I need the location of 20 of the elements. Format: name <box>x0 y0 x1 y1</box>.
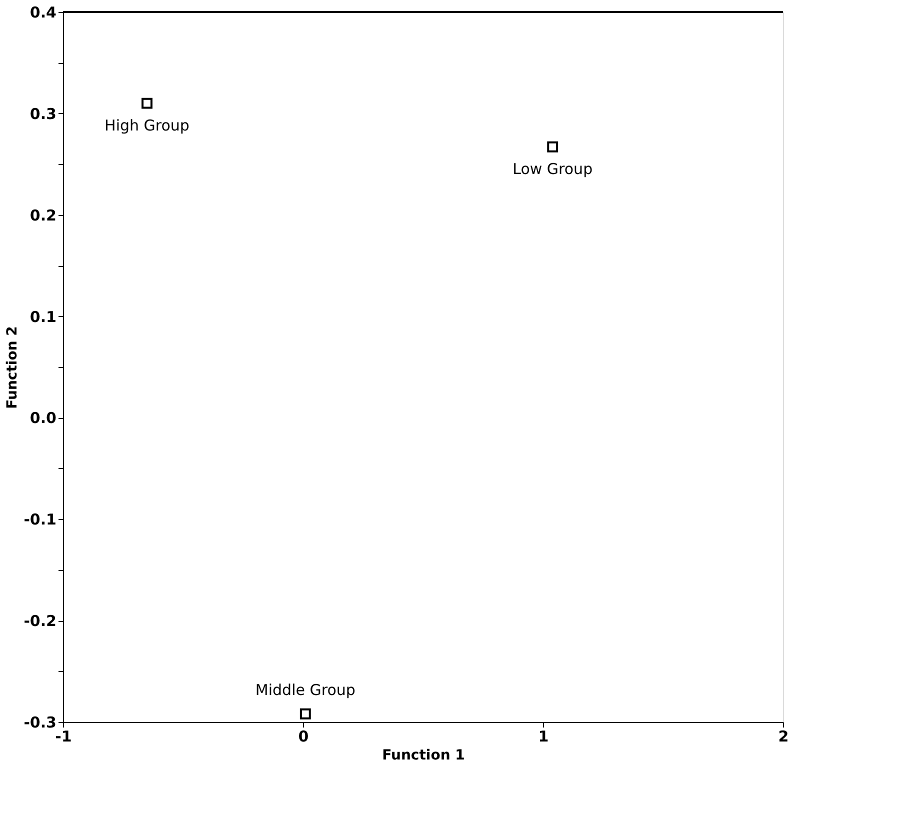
annotation: High Group <box>104 116 190 134</box>
x-axis-title: Function 1 <box>382 748 465 764</box>
y-tick-label: -0.1 <box>24 510 56 529</box>
y-tick-label: 0.2 <box>30 206 56 224</box>
annotation: Low Group <box>512 160 593 178</box>
y-tick-label: 0.3 <box>30 104 56 123</box>
y-axis-title: Function 2 <box>4 326 21 409</box>
y-tick-label: 0.0 <box>30 409 56 428</box>
x-tick-label: 0 <box>298 728 309 746</box>
y-tick-label: 0.4 <box>30 4 56 22</box>
annotation: Middle Group <box>255 680 356 699</box>
y-tick-label: 0.1 <box>30 308 56 326</box>
point <box>300 708 311 720</box>
x-tick-label: 1 <box>538 728 549 746</box>
y-tick-label: -0.3 <box>24 714 56 732</box>
point <box>547 141 558 152</box>
x-tick-label: -1 <box>55 728 72 746</box>
point <box>142 98 152 109</box>
x-tick-label: 2 <box>778 728 789 746</box>
y-tick-label: -0.2 <box>24 612 56 630</box>
